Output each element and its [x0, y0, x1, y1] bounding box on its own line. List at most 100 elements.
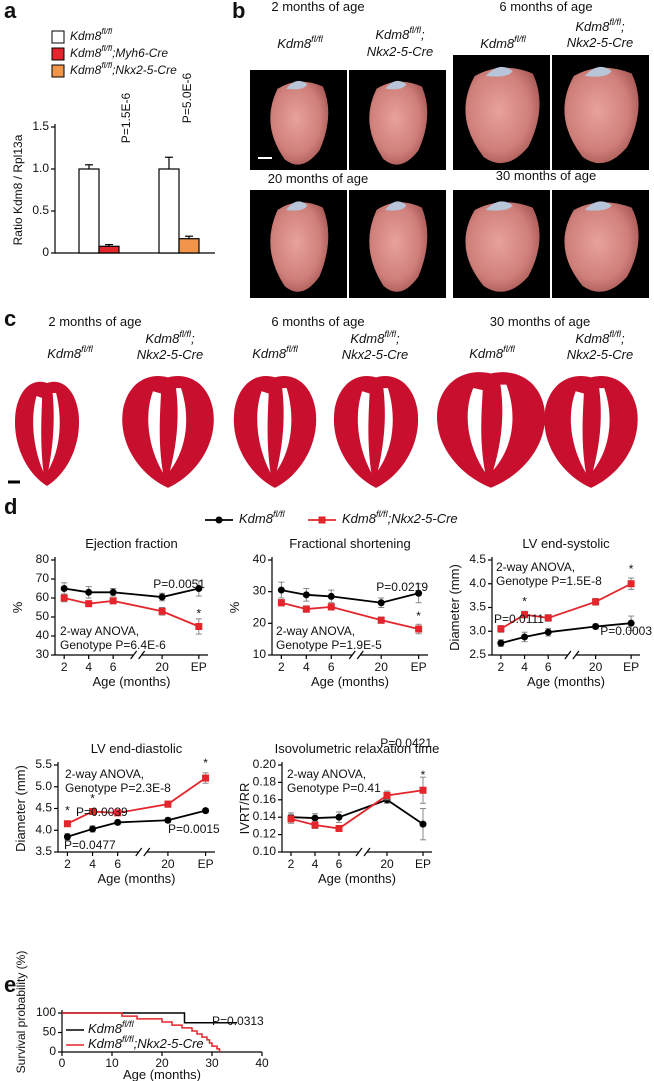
y-tick-label: 5.5 — [35, 757, 52, 771]
survival-curve — [62, 1012, 237, 1024]
legend-marker — [215, 516, 223, 524]
x-tick-label: 2 — [288, 857, 295, 871]
x-tick-label: 6 — [328, 660, 335, 674]
series-line — [290, 798, 424, 825]
legend-swatch — [51, 64, 65, 78]
section-tissue — [122, 376, 214, 488]
y-tick-label: 0.20 — [253, 757, 277, 771]
marker — [89, 808, 97, 816]
annotation: P=0.0421 — [380, 736, 432, 750]
bar — [98, 245, 120, 254]
y-tick-label: 20 — [253, 616, 267, 630]
marker — [302, 605, 310, 613]
section-cavity — [170, 388, 187, 471]
bar — [178, 238, 200, 254]
x-tick-label: EP — [191, 660, 207, 674]
x-tick-label: 4 — [85, 660, 92, 674]
marker — [497, 625, 505, 633]
axis-break — [356, 650, 364, 660]
genotype: Kdm8fl/fl — [480, 34, 527, 51]
axis-break — [355, 847, 363, 857]
y-tick-label: 4.5 — [35, 801, 52, 815]
section-tissue — [436, 372, 546, 488]
x-tick-label: 6 — [114, 857, 121, 871]
annotation: Genotype P=1.5E-8 — [496, 574, 602, 588]
annotation: P=1.5E-6 — [119, 92, 133, 143]
y-axis-label: % — [227, 601, 242, 613]
axis-break — [363, 847, 371, 857]
annotation: 2-way ANOVA, — [65, 767, 144, 781]
legend-label: Kdm8fl/fl;Myh6-Cre — [70, 43, 168, 60]
marker — [195, 585, 203, 592]
bar — [78, 168, 100, 254]
caption: 2 months of age — [271, 0, 364, 14]
panel-label: a — [4, 0, 17, 23]
marker — [521, 633, 529, 641]
survival-curve — [62, 1012, 221, 1052]
marker — [544, 628, 552, 636]
chart-title: LV end-diastolic — [91, 741, 183, 756]
axis-break — [138, 650, 146, 660]
section — [14, 381, 80, 486]
annotation: * — [203, 756, 208, 770]
y-tick-label: 4.0 — [35, 822, 52, 836]
annotation: P=0.0477 — [64, 838, 116, 852]
caption: 2 months of age — [48, 314, 141, 329]
y-tick-label: 1.5 — [32, 119, 49, 133]
marker — [521, 611, 529, 619]
y-tick-label: 30 — [253, 584, 267, 598]
marker — [109, 597, 117, 605]
x-axis-label: Age (months) — [318, 871, 396, 886]
annotation: 2-way ANOVA, — [287, 767, 366, 781]
genotype: Kdm8fl/fl; — [375, 25, 425, 42]
annotation: * — [196, 607, 201, 621]
marker — [592, 623, 600, 630]
annotation: P=0.0051 — [153, 577, 205, 591]
annotation: 2-way ANOVA, — [496, 560, 575, 574]
marker — [63, 833, 71, 841]
section-cavity — [593, 388, 610, 471]
legend-label: Kdm8fl/fl;Nkx2-5-Cre — [88, 1034, 204, 1051]
marker — [85, 588, 93, 596]
y-tick-label: 4.5 — [469, 552, 486, 566]
x-tick-label: 20 — [161, 857, 175, 871]
genotype: Kdm8fl/fl — [252, 344, 299, 361]
annotation: P=0.0313 — [212, 1014, 264, 1028]
marker — [164, 816, 172, 824]
marker — [158, 607, 166, 615]
marker — [419, 820, 427, 828]
y-tick-label: 0.14 — [253, 809, 277, 823]
x-axis-label: Age (months) — [311, 674, 389, 689]
marker — [63, 820, 71, 828]
annotation: Genotype P=6.4E-6 — [60, 638, 166, 652]
y-tick-label: 4.0 — [469, 576, 486, 590]
annotation: P=0.0111 — [494, 612, 544, 626]
y-tick-label: 80 — [36, 552, 50, 566]
marker — [497, 639, 505, 647]
x-tick-label: EP — [198, 857, 214, 871]
heart-photo — [465, 67, 540, 164]
y-tick-label: 10 — [253, 647, 267, 661]
section-cavity — [467, 387, 486, 473]
y-tick-label: 0.10 — [253, 844, 277, 858]
section-cavity — [33, 396, 44, 472]
x-tick-label: 20 — [589, 660, 603, 674]
y-axis-label: % — [10, 601, 25, 613]
y-tick-label: 0 — [49, 1044, 56, 1058]
x-tick-label: 20 — [155, 660, 169, 674]
heart-photo — [564, 202, 639, 292]
y-tick-label: 50 — [36, 609, 50, 623]
section-cavity — [357, 391, 372, 473]
annotation: Genotype P=2.3E-8 — [65, 781, 171, 795]
annotation: Genotype P=0.41 — [287, 781, 381, 795]
y-tick-label: 60 — [36, 590, 50, 604]
axis-break — [135, 847, 143, 857]
vessel — [286, 80, 308, 90]
genotype: Kdm8fl/fl; — [575, 17, 625, 34]
section-tissue — [233, 376, 317, 488]
vessel — [385, 80, 407, 90]
section-tissue — [333, 376, 419, 488]
legend-marker — [318, 516, 326, 524]
x-axis-label: Age (months) — [123, 1067, 201, 1081]
